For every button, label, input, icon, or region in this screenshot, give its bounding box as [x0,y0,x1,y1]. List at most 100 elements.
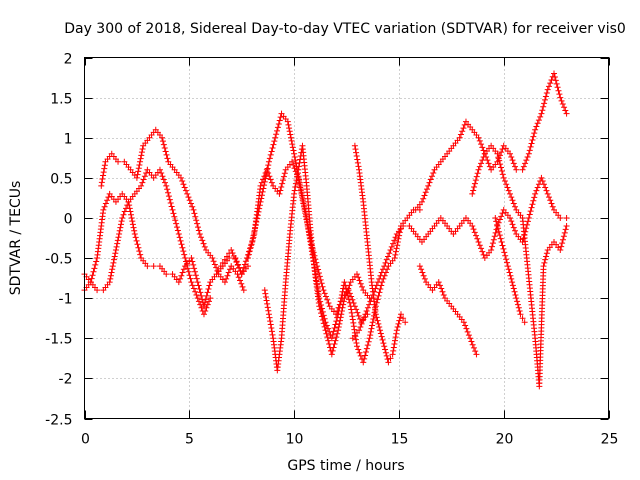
data-point-interp [266,173,273,180]
data-point [563,110,570,117]
data-point-interp [181,251,188,258]
data-point-interp [139,179,146,186]
data-point-interp [233,259,240,266]
data-point-interp [92,261,99,268]
data-point-interp [558,97,565,104]
data-point [557,94,564,101]
data-point-interp [133,237,140,244]
data-point-interp [326,341,333,348]
data-point-interp [559,236,566,243]
data-point-interp [294,173,301,180]
data-point-interp [465,332,472,339]
data-point-interp [491,233,498,240]
data-point-interp [116,227,123,234]
data-point-interp [489,243,496,250]
data-point [381,263,388,270]
data-point-interp [562,226,569,233]
data-point-interp [524,153,531,160]
data-point-interp [296,181,303,188]
data-point-interp [195,227,202,234]
data-point-interp [529,201,536,208]
data-point [200,311,207,318]
data-point-interp [185,194,192,201]
data-point-interp [129,221,136,228]
data-point-interp [268,179,275,186]
data-point [356,327,363,334]
data-point-interp [114,240,121,247]
data-point-interp [221,256,228,263]
data-point-interp [334,330,341,337]
y-tick-label: -2.5 [45,413,72,429]
data-point-interp [109,266,116,273]
data-point-interp [101,203,108,210]
data-point [100,206,107,213]
data-point-interp [551,73,558,80]
data-point-interp [349,296,356,303]
data-point-interp [187,200,194,207]
data-point [335,327,342,334]
data-point-interp [369,319,376,326]
data-point-interp [357,324,364,331]
data-point-interp [396,317,403,324]
data-point-interp [508,275,515,282]
data-point-interp [140,176,147,183]
data-point-interp [349,316,356,323]
data-point-interp [504,184,511,191]
data-point-interp [489,240,496,247]
data-point-interp [300,203,307,210]
data-point-interp [472,348,479,355]
data-point-interp [376,289,383,296]
data-point-interp [349,313,356,320]
data-point-interp [185,268,192,275]
data-point-interp [393,330,400,337]
data-point-interp [260,176,267,183]
data-point [207,295,214,302]
data-point-interp [378,269,385,276]
data-point [385,359,392,366]
data-point-interp [345,285,352,292]
series-track-6 [261,142,373,374]
data-point-interp [459,128,466,135]
data-point-interp [533,123,540,130]
data-point-interp [206,282,213,289]
data-point-interp [281,170,288,177]
data-point [291,150,298,157]
data-point [494,150,501,157]
data-point-interp [350,323,357,330]
data-point-interp [91,265,98,272]
data-point-interp [110,259,117,266]
data-point [261,287,268,294]
data-point-interp [300,200,307,207]
data-point-interp [426,179,433,186]
data-point [387,247,394,254]
data-point-interp [556,91,563,98]
data-point-interp [541,100,548,107]
data-point-interp [318,280,325,287]
data-point-interp [561,229,568,236]
data-point [425,182,432,189]
data-point-interp [471,180,478,187]
data-point-interp [194,224,201,231]
data-point [500,174,507,181]
data-point [228,247,235,254]
data-point-interp [179,269,186,276]
data-point-interp [191,268,198,275]
data-point [314,263,321,270]
data-point-interp [105,194,112,201]
data-point-interp [317,276,324,283]
data-point-interp [131,227,138,234]
data-point-interp [189,258,196,265]
data-point-interp [324,334,331,341]
data-point [469,190,476,197]
data-point [217,263,224,270]
data-point-interp [562,107,569,114]
data-point-interp [528,204,535,211]
data-point-interp [292,180,299,187]
data-point-interp [191,210,198,217]
data-point-interp [359,283,366,290]
series-track-11 [469,142,570,390]
data-point-interp [496,232,503,239]
data-point-interp [104,197,111,204]
data-point-interp [315,266,322,273]
data-point [397,311,404,318]
